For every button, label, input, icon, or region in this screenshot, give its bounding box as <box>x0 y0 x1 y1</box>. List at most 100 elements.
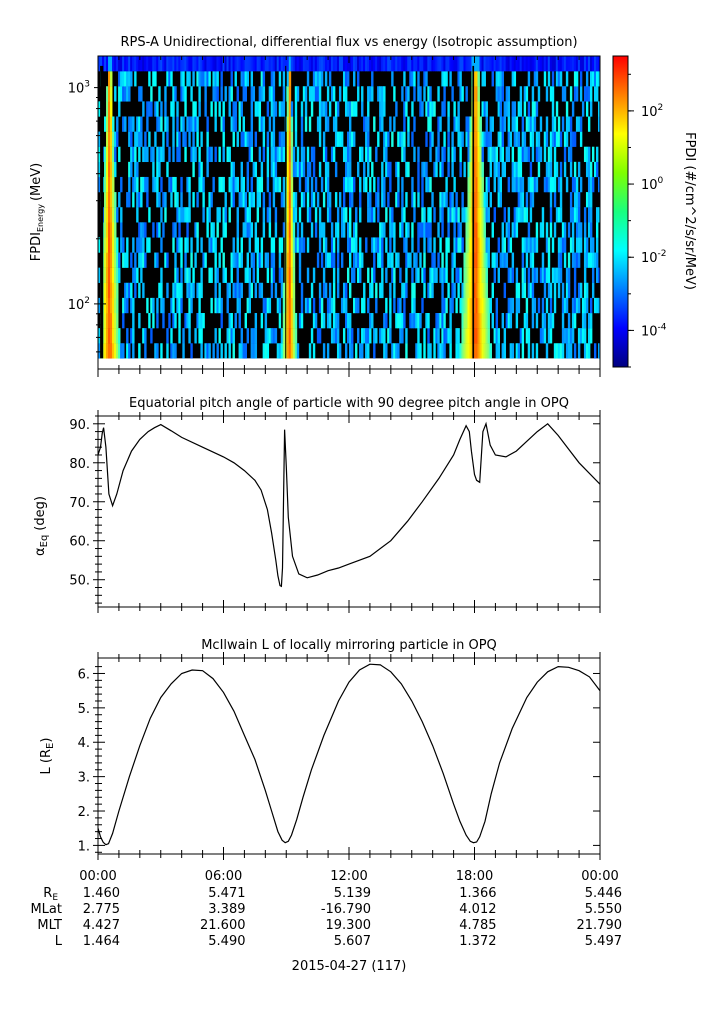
spectrogram-cell <box>553 222 557 238</box>
spectrogram-cell <box>116 328 119 344</box>
spectrogram-cell <box>533 116 537 132</box>
spectrogram-cell <box>268 222 272 238</box>
spectrogram-cell <box>138 192 141 208</box>
spectrogram-cell <box>577 282 581 299</box>
spectrogram-cell <box>519 146 523 163</box>
spectrogram-cell <box>232 56 235 72</box>
spectrogram-cell <box>481 282 484 299</box>
spectrogram-cell <box>248 282 252 299</box>
spectrogram-cell <box>188 328 191 344</box>
spectrogram-cell <box>202 176 205 193</box>
spectrogram-cell <box>146 116 149 132</box>
spectrogram-cell <box>156 222 159 238</box>
spectrogram-cell <box>186 237 189 253</box>
spectrogram-cell <box>483 282 486 299</box>
spectrogram-cell <box>535 267 539 283</box>
spectrogram-cell <box>312 86 316 102</box>
spectrogram-cell <box>389 252 392 268</box>
spectrogram-cell <box>477 161 480 178</box>
spectrogram-cell <box>551 116 555 132</box>
spectrogram-cell <box>216 267 219 283</box>
spectrogram-cell <box>122 56 125 72</box>
spectrogram-cell <box>351 176 354 193</box>
spectrogram-cell <box>104 343 107 359</box>
spectrogram-cell <box>553 282 557 299</box>
spectrogram-cell <box>471 56 474 72</box>
spectrogram-cell <box>318 56 322 72</box>
spectrogram-cell <box>521 207 525 223</box>
spectrogram-cell <box>286 71 290 87</box>
spectrogram-cell <box>174 282 177 299</box>
spectrogram-cell <box>186 267 189 283</box>
spectrogram-cell <box>389 282 392 299</box>
spectrogram-cell <box>441 328 444 344</box>
spectrogram-cell <box>465 237 468 253</box>
spectrogram-cell <box>445 71 448 87</box>
spectrogram-cell <box>328 252 332 268</box>
spectrogram-cell <box>320 252 324 268</box>
spectrogram-cell <box>459 222 462 238</box>
spectrogram-cell <box>290 176 294 193</box>
spectrogram-cell <box>531 313 535 329</box>
spectrogram-cell <box>521 131 525 147</box>
spectrogram-cell <box>417 237 420 253</box>
spectrogram-cell <box>387 56 390 72</box>
spectrogram-cell <box>270 237 274 253</box>
spectrogram-cell <box>136 116 139 132</box>
spectrogram-cell <box>391 222 394 238</box>
spectrogram-cell <box>477 297 480 314</box>
spectrogram-cell <box>463 267 466 283</box>
spectrogram-cell <box>557 343 561 359</box>
spectrogram-cell <box>200 176 203 193</box>
spectrogram-cell <box>312 192 316 208</box>
spectrogram-cell <box>166 328 169 344</box>
spectrogram-cell <box>250 86 254 102</box>
spectrogram-cell <box>543 71 547 87</box>
spectrogram-cell <box>232 176 235 193</box>
spectrogram-cell <box>429 176 432 193</box>
spectrogram-cell <box>451 282 454 299</box>
spectrogram-cell <box>298 267 302 283</box>
spectrogram-cell <box>397 343 400 359</box>
spectrogram-cell <box>463 282 466 299</box>
spectrogram-cell <box>507 313 511 329</box>
spectrogram-cell <box>168 146 171 163</box>
spectrogram-cell <box>218 146 221 163</box>
spectrogram-cell <box>443 131 446 147</box>
y-tick-label: 80. <box>69 457 90 472</box>
spectrogram-cell <box>212 343 215 359</box>
spectrogram-cell <box>328 56 332 72</box>
spectrogram-cell <box>569 161 573 178</box>
spectrogram-cell <box>465 116 468 132</box>
spectrogram-cell <box>547 282 551 299</box>
spectrogram-cell <box>288 71 292 87</box>
spectrogram-cell <box>391 343 394 359</box>
spectrogram-cell <box>276 176 280 193</box>
spectrogram-cell <box>441 282 444 299</box>
spectrogram-cell <box>363 176 366 193</box>
ephemeris-value: 5.497 <box>585 934 622 949</box>
spectrogram-cell <box>160 343 163 359</box>
spectrogram-cell <box>320 176 324 193</box>
spectrogram-cell <box>527 56 531 72</box>
spectrogram-cell <box>597 343 600 359</box>
spectrogram-cell <box>505 252 509 268</box>
spectrogram-cell <box>224 343 227 359</box>
y-tick-label-exp: 2 <box>84 296 90 306</box>
spectrogram-cell <box>417 343 420 359</box>
spectrogram-cell <box>296 86 300 102</box>
spectrogram-cell <box>577 116 581 132</box>
spectrogram-cell <box>156 56 159 72</box>
spectrogram-cell <box>146 56 149 72</box>
spectrogram-cell <box>409 56 412 72</box>
spectrogram-cell <box>208 237 211 253</box>
spectrogram-cell <box>144 328 147 344</box>
spectrogram-cell <box>517 192 521 208</box>
y-tick-label: 70. <box>69 496 90 511</box>
spectrogram-cell <box>469 252 472 268</box>
spectrogram-cell <box>172 56 175 72</box>
spectrogram-cell <box>232 131 235 147</box>
spectrogram-cell <box>567 146 571 163</box>
spectrogram-cell <box>148 207 151 223</box>
spectrogram-cell <box>136 161 139 178</box>
